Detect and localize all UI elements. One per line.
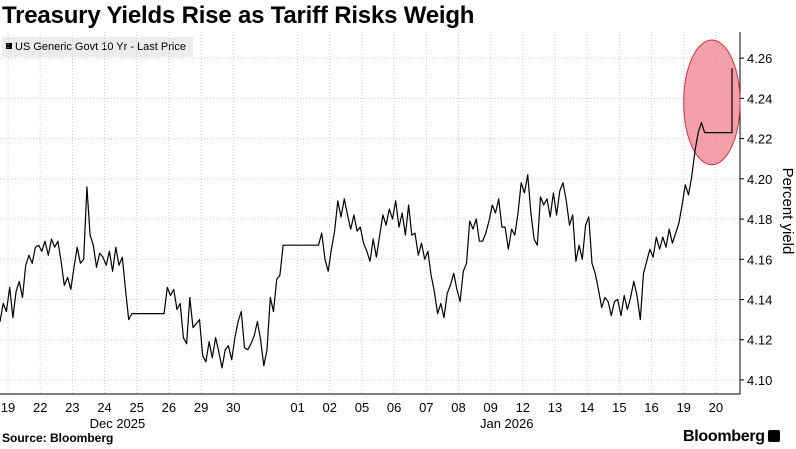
x-tick-label: 07 (419, 400, 433, 415)
x-tick-label: 13 (548, 400, 562, 415)
y-tick-label: 4.18 (747, 212, 772, 227)
x-tick-label: 16 (644, 400, 658, 415)
legend: US Generic Govt 10 Yr - Last Price (2, 37, 193, 57)
x-tick-label: 09 (483, 400, 497, 415)
y-tick-label: 4.26 (747, 51, 772, 66)
x-tick-label: 05 (355, 400, 369, 415)
x-tick-label: 15 (612, 400, 626, 415)
y-tick-label: 4.10 (747, 373, 772, 388)
x-tick-label: 22 (33, 400, 47, 415)
x-tick-label: 30 (226, 400, 240, 415)
bloomberg-logo: Bloomberg (683, 428, 780, 446)
bloomberg-mark-icon (767, 430, 780, 442)
chart-title: Treasury Yields Rise as Tariff Risks Wei… (2, 2, 475, 29)
y-tick-label: 4.14 (747, 292, 772, 307)
x-month-label: Jan 2026 (480, 416, 534, 431)
x-tick-label: 29 (194, 400, 208, 415)
x-tick-label: 26 (162, 400, 176, 415)
y-tick-label: 4.20 (747, 172, 772, 187)
x-tick-label: 25 (130, 400, 144, 415)
y-tick-label: 4.12 (747, 333, 772, 348)
x-tick-label: 24 (97, 400, 111, 415)
x-tick-label: 01 (290, 400, 304, 415)
y-tick-label: 4.22 (747, 132, 772, 147)
bloomberg-wordmark: Bloomberg (683, 428, 765, 445)
x-tick-label: 08 (451, 400, 465, 415)
x-tick-label: 14 (580, 400, 594, 415)
x-tick-label: 20 (709, 400, 723, 415)
x-tick-label: 02 (323, 400, 337, 415)
y-tick-label: 4.24 (747, 91, 772, 106)
source-note: Source: Bloomberg (2, 431, 114, 445)
x-tick-label: 23 (65, 400, 79, 415)
legend-series-name: US Generic Govt 10 Yr - Last Price (15, 41, 186, 53)
x-tick-label: 19 (1, 400, 15, 415)
legend-swatch (6, 43, 12, 49)
x-tick-label: 06 (387, 400, 401, 415)
y-axis-title: Percent yield (779, 168, 796, 255)
series-line (0, 68, 733, 369)
x-tick-label: 12 (516, 400, 530, 415)
x-month-label: Dec 2025 (90, 416, 146, 431)
y-tick-label: 4.16 (747, 252, 772, 267)
x-tick-label: 19 (676, 400, 690, 415)
